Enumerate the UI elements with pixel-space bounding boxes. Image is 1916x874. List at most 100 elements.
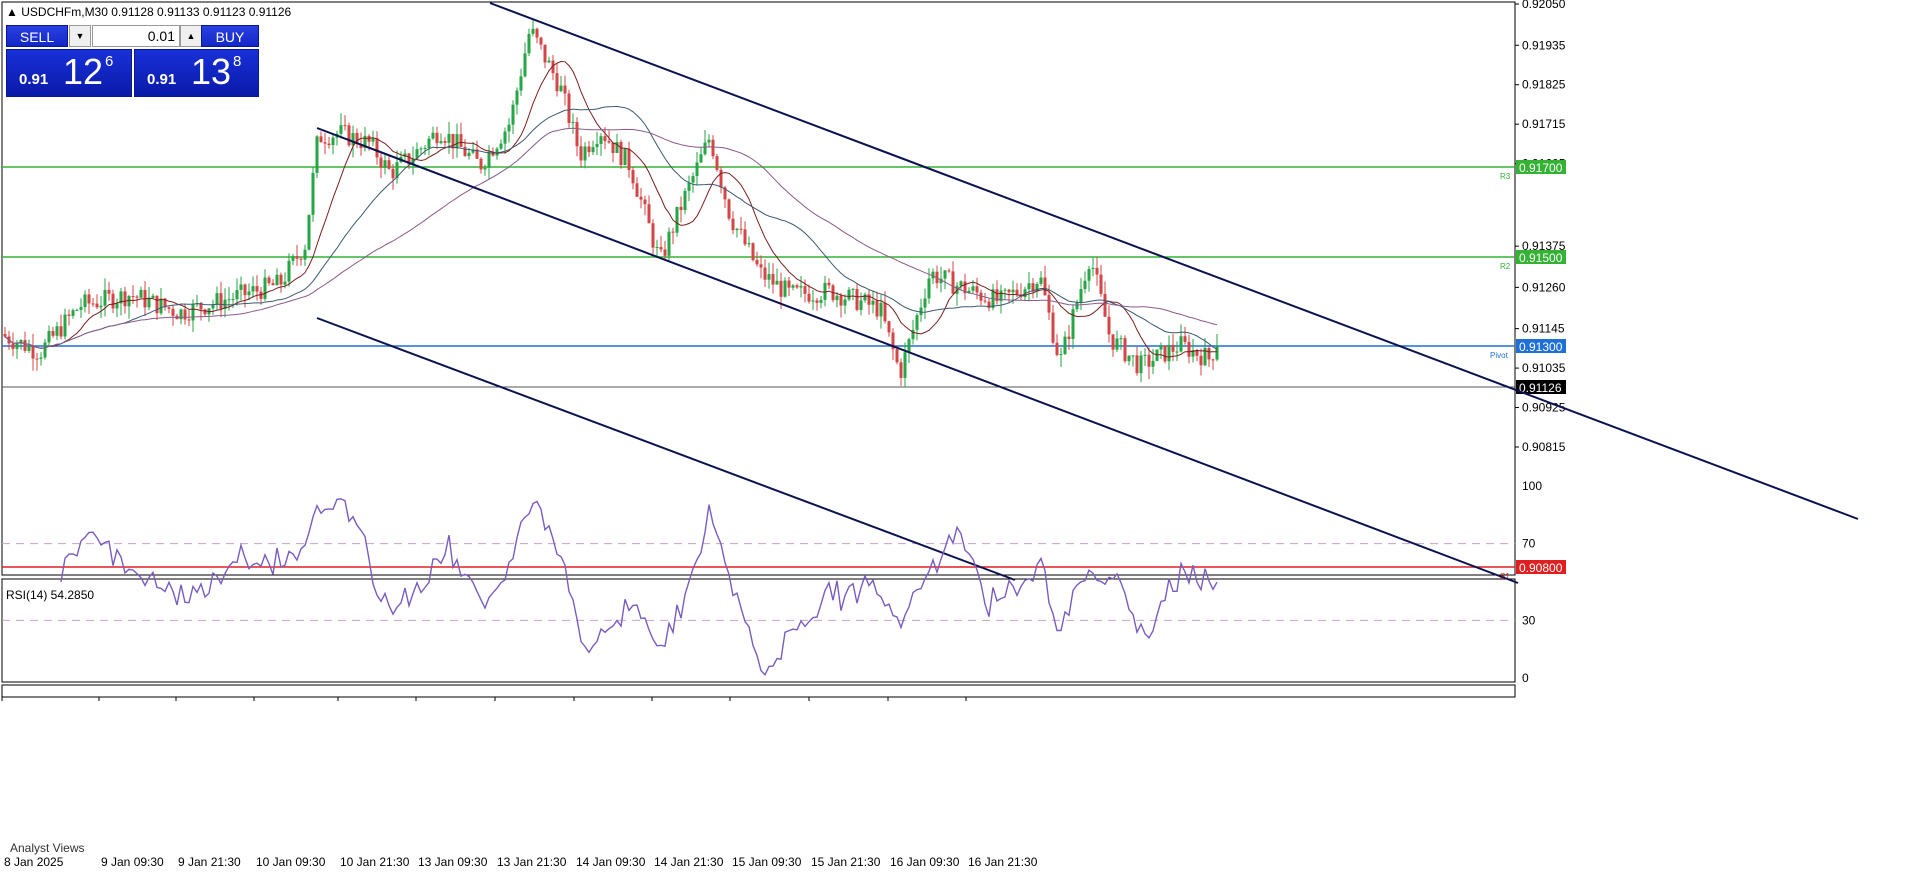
level-price-tag [1516, 560, 1566, 574]
candle-body [427, 138, 431, 149]
candle-body [851, 289, 855, 291]
candle-body [1119, 338, 1123, 340]
candle-body [675, 206, 679, 233]
candle-body [387, 160, 391, 169]
candle-body [575, 122, 579, 147]
candle-body [655, 247, 659, 249]
ma-mid-line [4, 105, 1218, 350]
candle-body [139, 289, 143, 298]
candle-body [243, 284, 247, 296]
bid-price-prefix: 0.91 [19, 71, 49, 88]
candle-body [291, 256, 295, 261]
level-price-tag [1516, 250, 1566, 264]
candle-body [1091, 267, 1095, 270]
candle-body [87, 294, 91, 304]
candle-body [1079, 288, 1083, 303]
level-price-tag [1516, 339, 1566, 353]
collapse-icon[interactable]: ▲ [6, 5, 18, 19]
candle-body [455, 134, 459, 149]
candle-body [467, 152, 471, 157]
candle-body [251, 286, 255, 292]
buy-button[interactable]: BUY [201, 25, 259, 47]
candle-body [1187, 341, 1191, 357]
candle-body [843, 299, 847, 306]
candle-body [1199, 355, 1203, 366]
candle-body [107, 289, 111, 294]
candle-body [119, 291, 123, 304]
candle-body [951, 271, 955, 294]
candle-body [779, 280, 783, 297]
time-axis-label: 8 Jan 2025 [4, 855, 64, 869]
candle-body [699, 154, 703, 163]
candle-body [847, 289, 851, 300]
candle-body [63, 314, 67, 337]
candle-body [27, 345, 31, 351]
time-axis-label: 16 Jan 21:30 [968, 855, 1038, 869]
candle-body [495, 148, 499, 156]
level-price-label: 0.91300 [1519, 340, 1563, 354]
channel-lower-line [316, 317, 1016, 581]
candle-body [619, 141, 623, 166]
candle-body [35, 358, 39, 360]
candle-body [1123, 338, 1127, 362]
candle-body [1211, 359, 1215, 361]
candle-body [99, 305, 103, 308]
candle-body [11, 343, 15, 349]
ma-fast-line [4, 60, 1218, 358]
channel-upper-line [489, 2, 1859, 520]
candle-body [431, 132, 435, 139]
candle-body [563, 85, 567, 94]
lot-decrease-icon[interactable]: ▼ [69, 25, 91, 47]
candle-body [667, 231, 671, 256]
candle-body [1063, 336, 1067, 355]
candle-body [19, 340, 23, 344]
candle-body [1099, 274, 1103, 294]
candle-body [1095, 267, 1099, 275]
candle-body [1175, 351, 1179, 353]
candle-body [975, 286, 979, 293]
candle-body [79, 306, 83, 310]
candle-body [855, 289, 859, 310]
candle-body [703, 142, 707, 155]
candle-body [1107, 316, 1111, 335]
candle-body [1195, 349, 1199, 356]
candle-body [51, 330, 55, 336]
candle-body [1083, 280, 1087, 289]
lot-increase-icon[interactable]: ▲ [180, 25, 202, 47]
candle-body [539, 37, 543, 45]
candle-body [263, 277, 267, 299]
price-tick-label: 0.91375 [1522, 239, 1566, 253]
candle-body [663, 249, 667, 256]
candle-body [1027, 283, 1031, 290]
candle-body [91, 303, 95, 305]
candle-body [1039, 277, 1043, 284]
candle-body [791, 285, 795, 288]
candle-body [551, 60, 555, 74]
candle-body [567, 93, 571, 124]
candle-body [339, 125, 343, 134]
candle-body [583, 146, 587, 161]
candle-body [555, 73, 559, 92]
candle-body [979, 292, 983, 301]
bid-price-box[interactable]: 0.91 12 6 [6, 49, 132, 97]
candle-body [739, 228, 743, 230]
candle-body [787, 280, 791, 288]
candle-body [327, 143, 331, 146]
candle-body [443, 141, 447, 143]
candle-body [651, 223, 655, 248]
ask-price-box[interactable]: 0.91 13 8 [134, 49, 259, 97]
candle-body [1067, 336, 1071, 339]
candle-body [67, 314, 71, 316]
analyst-views-label[interactable]: Analyst Views [10, 841, 85, 855]
sell-button[interactable]: SELL [6, 25, 68, 47]
ask-price-pip: 8 [233, 53, 242, 70]
candle-body [271, 283, 275, 286]
lot-size-input[interactable] [92, 25, 180, 47]
candle-body [479, 158, 483, 170]
candle-body [1055, 342, 1059, 355]
candle-body [1151, 360, 1155, 367]
candle-body [447, 133, 451, 143]
candle-body [1139, 355, 1143, 374]
candle-body [371, 138, 375, 142]
